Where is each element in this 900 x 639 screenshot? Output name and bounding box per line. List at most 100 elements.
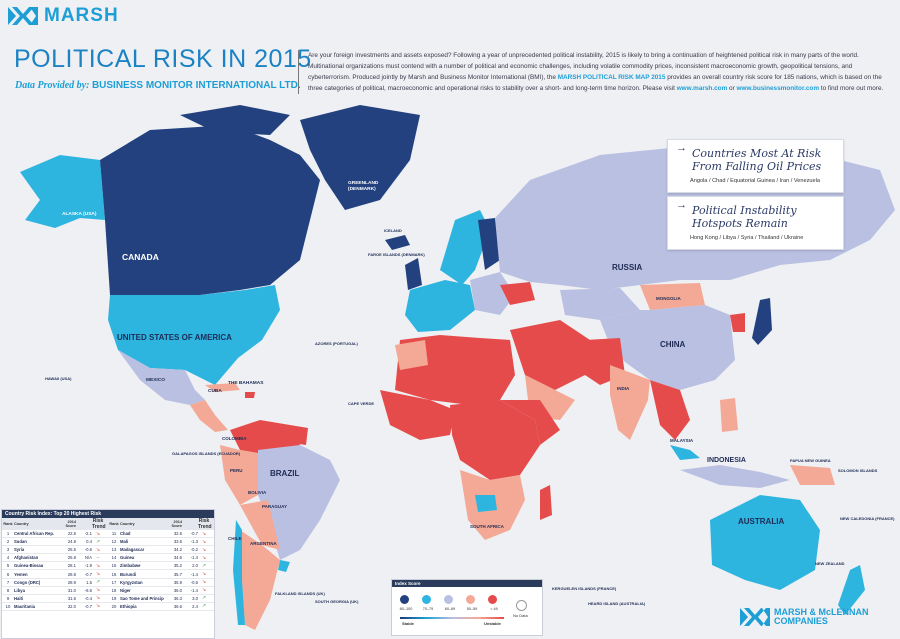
table-cell-change: -1.9 [84, 563, 92, 569]
southeast-asia-shape [650, 380, 690, 440]
table-row: 1 Central African Rep. 22.6 -2.1 ↘ [2, 530, 108, 539]
label-mongolia: MONGOLIA [656, 296, 681, 301]
trend-down-icon: ↘ [201, 571, 207, 578]
table-row: 2 Sudan 24.8 0.4 ↗ [2, 538, 108, 547]
trend-down-icon: ↘ [95, 530, 101, 537]
label-azores: AZORES (PORTUGAL) [315, 341, 359, 346]
legend-dot-80-100 [400, 595, 409, 604]
legend-band-3: 50–59 [466, 607, 478, 611]
trend-up-icon: ↗ [95, 579, 101, 586]
west-africa-shape [380, 390, 455, 440]
middle-east-shape [510, 320, 590, 390]
table-title: Country Risk Index: Top 20 Highest Risk [2, 510, 214, 518]
label-bolivia: BOLIVIA [248, 490, 267, 495]
table-row: 8 Libya 31.0 -8.6 ↘ [2, 587, 108, 595]
legend-no-data-dot [516, 600, 527, 611]
table-cell-rank: 19 [111, 595, 117, 601]
alaska-shape [20, 155, 105, 228]
legend-dot-50-59 [466, 595, 475, 604]
table-cell-rank: 20 [111, 603, 117, 609]
argentina-shape [240, 530, 280, 630]
table-cell-country: Haiti [14, 595, 24, 601]
mmc-logo-icon [740, 608, 770, 626]
table-cell-score: 36.0 [173, 587, 182, 593]
table-cell-country: Libya [14, 587, 25, 593]
table-cell-change: -0.4 [84, 595, 92, 601]
table-cell-score: 34.6 [173, 555, 182, 561]
brazil-shape [258, 445, 340, 560]
table-row: 17 Kyrgyzstan 35.9 -0.6 ↘ [108, 579, 214, 587]
table-row: 3 Syria 25.5 -0.6 ↘ [2, 546, 108, 555]
table-row: 14 Guinea 34.6 -1.4 ↘ [108, 554, 214, 563]
table-cell-rank: 13 [111, 547, 117, 553]
table-cell-score: 24.8 [67, 539, 76, 545]
label-faroe: FAROE ISLANDS (DENMARK) [368, 252, 425, 257]
table-cell-country: Sao Tome and Principe [120, 595, 164, 601]
subtitle-org: BUSINESS MONITOR INTERNATIONAL LTD. [91, 80, 301, 91]
table-cell-country: Mali [120, 539, 129, 545]
philippines-shape [720, 398, 738, 432]
table-cell-country: Niger [120, 587, 131, 593]
table-header-row: Rank Country 2014 Score Risk Trend [108, 518, 214, 530]
table-cell-country: Sudan [14, 539, 27, 545]
table-header-cell: Risk Trend [92, 518, 106, 530]
table-row: 5 Guinea-Bissau 28.1 -1.9 ↘ [2, 562, 108, 571]
label-bahamas: THE BAHAMAS [228, 380, 264, 386]
table-cell-change: -2.1 [84, 531, 92, 537]
mongolia-shape [640, 283, 705, 310]
table-header-row: Rank Country 2014 Score Risk Trend [2, 518, 108, 530]
table-row: 13 Madagascar 34.2 -0.2 ↘ [108, 546, 214, 555]
trend-down-icon: ↘ [201, 554, 207, 561]
table-cell-change: -0.6 [190, 579, 198, 585]
legend-dots [400, 595, 497, 604]
madagascar-shape [540, 485, 552, 520]
table-cell-change: N/A [85, 555, 92, 561]
morocco-shape [395, 340, 428, 370]
haiti-shape [245, 392, 255, 398]
table-cell-country: Mauritania [14, 603, 35, 609]
table-cell-rank: 18 [111, 587, 117, 593]
central-america-shape [190, 400, 228, 432]
legend-gradient-bar [400, 617, 504, 619]
table-cell-country: Madagascar [120, 547, 145, 553]
table-header-cell: Rank [109, 522, 119, 526]
callout-oil-prices: → Countries Most At Risk From Falling Oil… [667, 139, 844, 193]
table-header-cell: Country [14, 522, 29, 526]
marsh-link[interactable]: www.marsh.com [676, 85, 728, 92]
cuba-shape [205, 383, 240, 392]
table-header-cell: 2014 Score [171, 520, 182, 528]
legend-band-1: 70–79 [422, 607, 434, 611]
table-cell-rank: 2 [6, 539, 10, 545]
label-peru: PERU [230, 468, 243, 473]
table-cell-change: -1.4 [190, 587, 198, 593]
label-solomon: SOLOMON ISLANDS [838, 468, 878, 473]
kazakhstan-shape [560, 288, 640, 320]
central-africa-shape [450, 400, 540, 480]
trend-down-icon: ↘ [201, 579, 207, 586]
venezuela-colombia-shape [230, 420, 300, 455]
intro-or: or [727, 85, 737, 92]
label-china: CHINA [660, 340, 686, 349]
table-cell-change: 0.4 [86, 539, 92, 545]
table-cell-score: 28.8 [67, 571, 76, 577]
label-falkland: FALKLAND ISLANDS (UK) [275, 591, 325, 596]
table-cell-change: -0.7 [84, 571, 92, 577]
bmi-link[interactable]: www.businessmonitor.com [736, 85, 820, 92]
table-cell-score: 36.6 [173, 603, 182, 609]
legend-band-4: < 49 [490, 607, 498, 611]
uruguay-shape [278, 560, 290, 572]
marsh-logo-icon [8, 7, 38, 25]
table-cell-score: 32.6 [173, 531, 182, 537]
table-header-cell: Country [120, 522, 135, 526]
malaysia-shape [670, 445, 700, 460]
page-title: POLITICAL RISK IN 2015 [14, 45, 312, 73]
intro-text: Are your foreign investments and assets … [308, 50, 893, 94]
table-cell-rank: 4 [6, 555, 10, 561]
table-row: 18 Niger 36.0 -1.4 ↘ [108, 587, 214, 595]
table-cell-change: -0.7 [190, 531, 198, 537]
legend-stable-label: Stable [402, 621, 415, 626]
table-header-cell: Risk Trend [198, 518, 212, 530]
callout-instability: → Political Instability Hotspots Remain H… [667, 196, 844, 250]
label-australia: AUSTRALIA [738, 517, 784, 526]
east-africa-shape [500, 400, 560, 445]
